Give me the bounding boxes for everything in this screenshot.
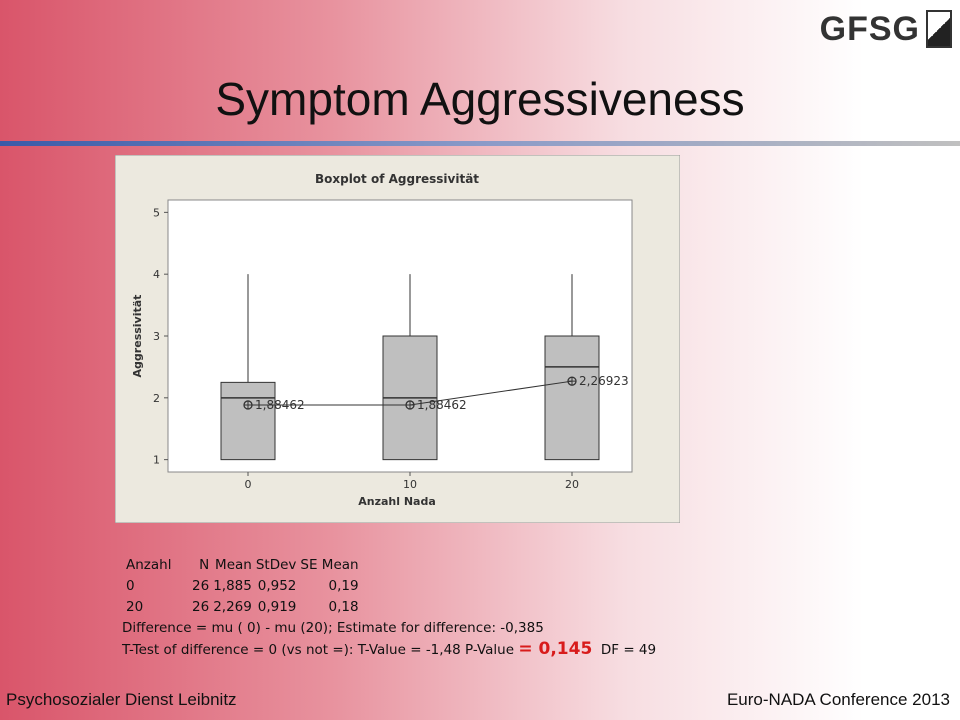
- stats-cell: 0,919: [257, 599, 297, 615]
- slide-title: Symptom Aggressiveness: [215, 73, 745, 125]
- ttest-line: T-Test of difference = 0 (vs not =): T-V…: [122, 639, 656, 661]
- box: [220, 381, 276, 461]
- stats-cell: 1,885: [213, 578, 252, 594]
- x-tick-label: 20: [565, 478, 579, 491]
- mean-cross: [244, 400, 252, 409]
- stats-table: Anzahl N Mean StDev SE Mean 0 26 1,885 0,952 0,19…: [122, 555, 363, 618]
- logo-mark: [926, 10, 952, 48]
- p-value: = 0,145: [518, 639, 593, 659]
- x-tick-label: 0: [245, 478, 252, 491]
- y-tick-label: 5: [153, 206, 160, 219]
- stats-cell: SE Mean: [300, 557, 359, 573]
- x-axis-label: Anzahl Nada: [358, 495, 436, 508]
- stats-cell: 0,19: [328, 578, 359, 594]
- y-tick-label: 4: [153, 268, 160, 281]
- stats-row: Anzahl N Mean StDev SE Mean: [122, 555, 363, 576]
- footer-right: Euro-NADA Conference 2013: [726, 690, 950, 709]
- footer-left: Psychosozialer Dienst Leibnitz: [6, 690, 237, 709]
- stats-cell: 0,18: [328, 599, 359, 615]
- stats-cell: N: [199, 557, 210, 573]
- mean-label: 2,26923: [579, 374, 629, 388]
- stats: Anzahl N Mean StDev SE Mean 0 26 1,885 0,952 0,19…: [122, 555, 656, 661]
- chart: Boxplot of Aggressivität Anzahl Nada Agg…: [115, 155, 680, 523]
- mean-label: 1,88462: [417, 398, 467, 412]
- difference-line: Difference = mu ( 0) - mu (20); Estimate…: [122, 620, 544, 636]
- stats-cell: Anzahl: [126, 557, 172, 573]
- df: DF = 49: [600, 642, 657, 658]
- stats-cell: 0,952: [257, 578, 297, 594]
- stats-cell: StDev: [255, 557, 297, 573]
- stats-row: 20 26 2,269 0,919 0,18: [122, 597, 363, 618]
- mean-cross: [406, 400, 414, 409]
- mean-cross: [568, 377, 576, 386]
- y-axis-label: Aggressivität: [131, 295, 144, 378]
- title-rule: [0, 141, 960, 146]
- stats-cell: 0: [126, 578, 135, 594]
- chart-title: Boxplot of Aggressivität: [315, 172, 479, 186]
- ttest-text: T-Test of difference = 0 (vs not =): T-V…: [122, 642, 515, 658]
- stats-cell: 26: [192, 599, 210, 615]
- x-tick-label: 10: [403, 478, 417, 491]
- y-tick-label: 3: [153, 330, 160, 343]
- y-tick-label: 2: [153, 392, 160, 405]
- stats-cell: 26: [192, 578, 210, 594]
- logo: GFSG: [819, 10, 920, 48]
- box: [544, 335, 600, 461]
- mean-label: 1,88462: [255, 398, 305, 412]
- stats-cell: 2,269: [213, 599, 252, 615]
- stats-cell: Mean: [215, 557, 252, 573]
- y-tick-label: 1: [153, 454, 160, 467]
- stats-row: 0 26 1,885 0,952 0,19: [122, 576, 363, 597]
- stats-cell: 20: [126, 599, 144, 615]
